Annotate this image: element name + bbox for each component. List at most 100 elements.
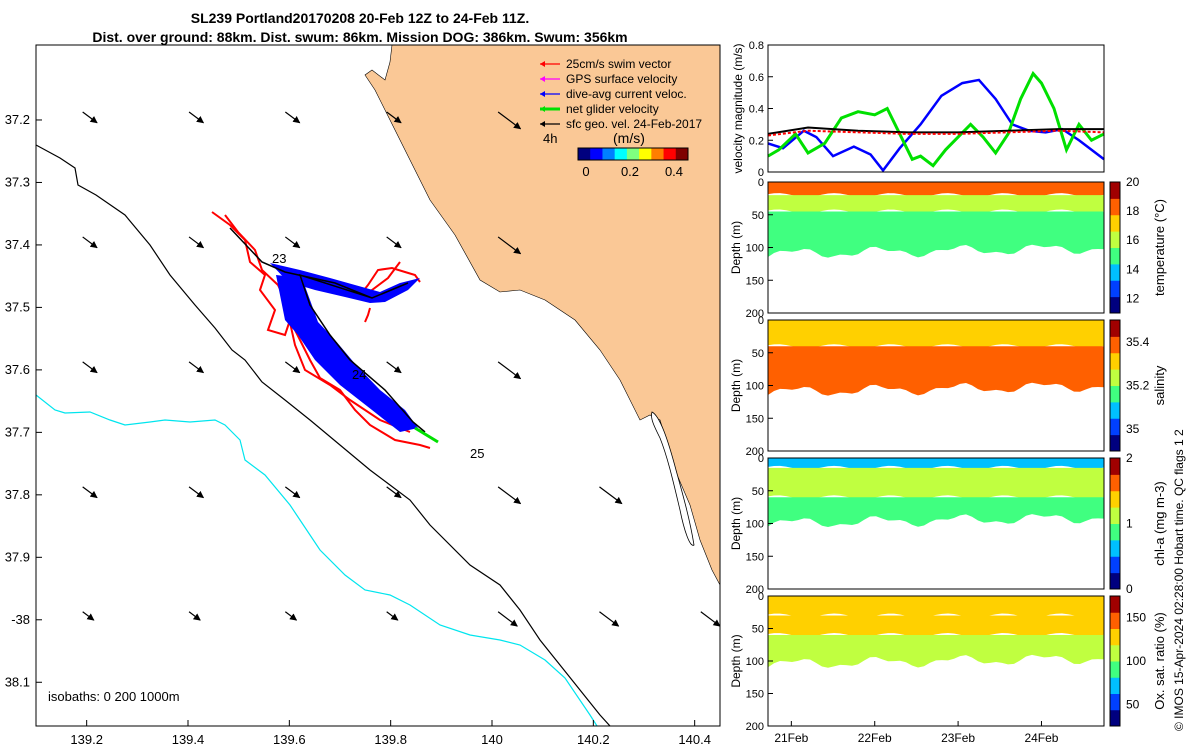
map-y-tick-label: 37.9 xyxy=(5,549,30,564)
time-tick-label: 23Feb xyxy=(941,731,975,745)
section-colorbar-tick-label: 50 xyxy=(1126,697,1140,711)
island xyxy=(651,411,695,546)
section-colorbar-segment xyxy=(1110,458,1120,475)
geostrophic-arrow xyxy=(188,611,201,621)
geostrophic-arrow xyxy=(82,361,98,374)
dive-avg-current-band-lower xyxy=(276,275,418,432)
colorbar-tick-label: 0 xyxy=(582,164,589,179)
map-x-tick-label: 139.8 xyxy=(374,732,407,747)
section-colorbar-tick-label: 0 xyxy=(1126,582,1133,596)
section-colorbar-tick-label: 35.4 xyxy=(1126,335,1150,349)
section-y-tick-label: 100 xyxy=(746,656,764,668)
section-band xyxy=(768,346,1104,396)
section-colorbar-segment xyxy=(1110,182,1120,199)
geostrophic-arrow xyxy=(497,486,522,505)
geostrophic-arrow xyxy=(386,236,402,249)
depth-section-4: 0 50 100 150 200 Depth (m) 50 100 150 Ox. sat. ra… xyxy=(729,591,1167,733)
section-colorbar-segment xyxy=(1110,507,1120,524)
isobath-caption: isobaths: 0 200 1000m xyxy=(48,689,180,704)
section-colorbar-segment xyxy=(1110,644,1120,662)
geostrophic-arrow xyxy=(497,236,522,255)
section-colorbar-segment xyxy=(1110,418,1120,436)
legend-entry: sfc geo. vel. 24-Feb-2017 xyxy=(566,117,702,131)
geostrophic-arrow xyxy=(700,611,720,627)
section-colorbar-frame xyxy=(1109,319,1121,452)
section-colorbar-segment xyxy=(1110,280,1120,298)
section-y-tick-label: 0 xyxy=(758,177,764,189)
section-band xyxy=(768,458,1104,470)
geostrophic-arrow xyxy=(497,111,522,130)
section-y-tick-label: 50 xyxy=(752,348,764,360)
colorbar-units: (m/s) xyxy=(613,130,645,146)
time-tick-label: 21Feb xyxy=(774,731,808,745)
section-colorbar-tick-label: 1 xyxy=(1126,517,1133,531)
velocity-y-tick-label: 0.4 xyxy=(749,104,764,116)
section-colorbar-segment xyxy=(1110,369,1120,386)
geostrophic-arrow xyxy=(284,611,298,621)
velocity-series-line xyxy=(767,78,1105,173)
geostrophic-velocity-field xyxy=(82,111,720,627)
legend-arrowhead xyxy=(540,61,545,67)
depth-section-3: 0 50 100 150 200 Depth (m) 0 1 2 chl-a (mg m-3) xyxy=(729,451,1167,596)
section-colorbar-segment xyxy=(1110,198,1120,216)
section-y-tick-label: 100 xyxy=(746,381,764,393)
section-colorbar-label: Ox. sat. ratio (%) xyxy=(1152,612,1167,710)
section-colorbar-segment xyxy=(1110,336,1120,354)
section-colorbar-segment xyxy=(1110,596,1120,613)
section-band xyxy=(768,195,1104,214)
section-colorbar-segment xyxy=(1110,490,1120,508)
velocity-series-line xyxy=(767,70,1105,168)
section-colorbar-segment xyxy=(1110,352,1120,370)
legend-entry: GPS surface velocity xyxy=(566,72,677,86)
geostrophic-arrow xyxy=(82,486,98,499)
glider-track xyxy=(229,227,426,433)
section-y-tick-label: 50 xyxy=(752,624,764,636)
interval-label: 4h xyxy=(543,131,557,146)
time-axis: 21Feb 22Feb 23Feb 24Feb xyxy=(774,721,1059,745)
colorbar-segment xyxy=(626,148,640,160)
section-colorbar-segment xyxy=(1110,539,1120,557)
section-colorbar-segment xyxy=(1110,401,1120,419)
section-colorbar-segment xyxy=(1110,474,1120,492)
section-colorbar-tick-label: 100 xyxy=(1126,654,1146,668)
geostrophic-arrow xyxy=(82,611,95,621)
day-label-25: 25 xyxy=(470,446,484,461)
section-colorbar-segment xyxy=(1110,693,1120,711)
section-colorbar-segment xyxy=(1110,661,1120,678)
velocity-y-tick-label: 0 xyxy=(758,167,764,179)
map-y-tick-label: 38.1 xyxy=(5,674,30,689)
section-colorbar-tick-label: 12 xyxy=(1126,291,1140,305)
map-y-tick-label: 37.3 xyxy=(5,174,30,189)
section-band xyxy=(768,320,1104,349)
section-colorbar-segment xyxy=(1110,320,1120,337)
section-y-axis-label: Depth (m) xyxy=(729,359,743,412)
legend-arrowhead xyxy=(540,121,545,127)
colorbar-segment xyxy=(578,148,591,160)
section-colorbar-segment xyxy=(1110,523,1120,541)
section-colorbar-segment xyxy=(1110,231,1120,248)
map-x-tick-label: 139.6 xyxy=(273,732,306,747)
section-colorbar-segment xyxy=(1110,556,1120,574)
map-y-tick-label: 37.5 xyxy=(5,299,30,314)
isobath-200m xyxy=(36,144,611,726)
velocity-y-tick-label: 0.6 xyxy=(749,72,764,84)
section-y-tick-label: 200 xyxy=(746,721,764,733)
section-colorbar-tick-label: 2 xyxy=(1126,451,1133,465)
geostrophic-arrow xyxy=(386,111,402,124)
section-y-tick-label: 0 xyxy=(758,453,764,465)
map-y-tick-label: 37.6 xyxy=(5,362,30,377)
section-y-tick-label: 200 xyxy=(746,446,764,458)
credit-caption: © IMOS 15-Apr-2024 02:28:00 Hobart time.… xyxy=(1172,429,1186,731)
colorbar-segment xyxy=(590,148,603,160)
map-y-tick-label: 37.2 xyxy=(5,112,30,127)
section-y-tick-label: 150 xyxy=(746,689,764,701)
geostrophic-arrow xyxy=(82,111,98,124)
section-colorbar-frame xyxy=(1109,181,1121,314)
section-colorbar-tick-label: 35.2 xyxy=(1126,379,1150,393)
geostrophic-arrow xyxy=(188,486,205,499)
geostrophic-arrow xyxy=(188,111,205,124)
geostrophic-arrow xyxy=(386,486,402,499)
section-y-tick-label: 0 xyxy=(758,591,764,603)
day-label-23: 23 xyxy=(272,251,286,266)
map-frame xyxy=(35,44,721,727)
